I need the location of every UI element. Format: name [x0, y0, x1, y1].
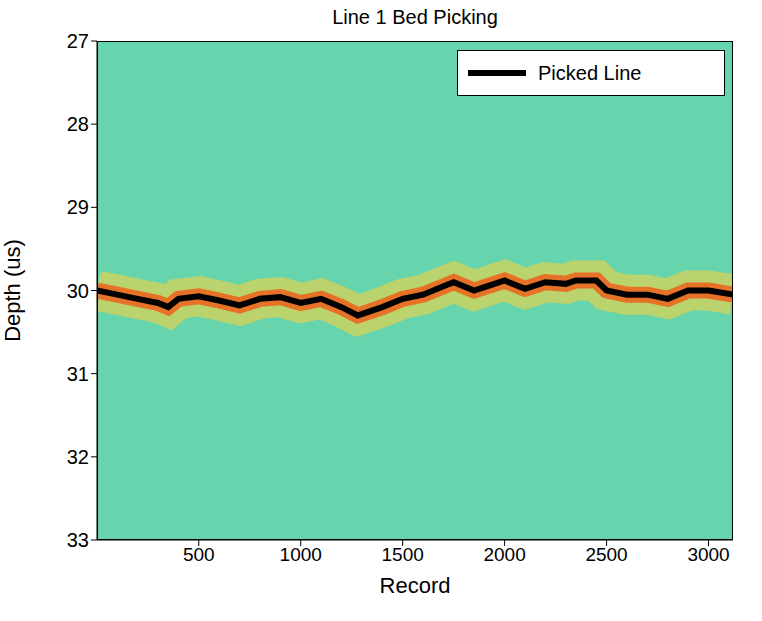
- html-text:Line 1 Bed Picking: Line 1 Bed Picking: [332, 6, 498, 28]
- svg-text:30: 30: [67, 280, 89, 302]
- svg-text:31: 31: [67, 363, 89, 385]
- svg-text:33: 33: [67, 529, 89, 551]
- svg-text:28: 28: [67, 113, 89, 135]
- svg-text:27: 27: [67, 30, 89, 52]
- svg-text:500: 500: [183, 544, 215, 565]
- html-text:Picked Line: Picked Line: [538, 61, 642, 84]
- svg-text:32: 32: [67, 446, 89, 468]
- svg-text:1000: 1000: [280, 544, 322, 565]
- svg-text:3000: 3000: [687, 544, 729, 565]
- svg-text:2500: 2500: [585, 544, 627, 565]
- svg-text:1500: 1500: [382, 544, 424, 565]
- svg-text:2000: 2000: [483, 544, 525, 565]
- svg-text:Depth (us): Depth (us): [0, 239, 25, 342]
- svg-text:29: 29: [67, 196, 89, 218]
- svg-text:Record: Record: [380, 573, 451, 598]
